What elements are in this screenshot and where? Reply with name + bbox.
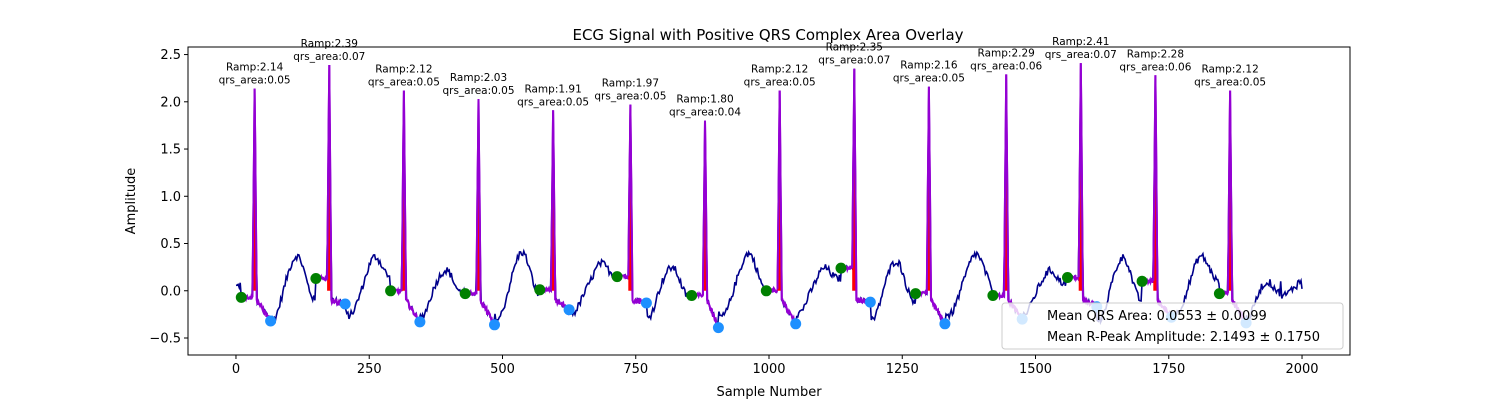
qrs-onset-marker-14 — [1213, 288, 1225, 300]
qrs-onset-marker-8 — [760, 285, 772, 297]
r-peak-amplitude-label-6: Ramp:1.97 — [602, 78, 659, 90]
qrs-area-label-4: qrs_area:0.05 — [442, 85, 514, 97]
qrs-onset-marker-4 — [459, 288, 471, 300]
qrs-area-label-13: qrs_area:0.06 — [1119, 61, 1191, 73]
x-axis: 0 250 500 750 1000 1250 1500 1750 2000 — [232, 355, 1319, 377]
legend: Mean QRS Area: 0.0553 ± 0.0099 Mean R-Pe… — [1001, 302, 1344, 350]
r-peak-amplitude-label-1: Ramp:2.14 — [226, 62, 284, 74]
y-tick-label: 0.0 — [160, 284, 181, 299]
r-peak-amplitude-label-12: Ramp:2.41 — [1052, 36, 1109, 48]
chart-title: ECG Signal with Positive QRS Complex Are… — [572, 26, 963, 44]
x-tick-label: 500 — [490, 362, 515, 377]
r-peak-amplitude-label-7: Ramp:1.80 — [676, 94, 733, 106]
r-peak-line-2 — [326, 64, 333, 301]
x-tick-label: 1000 — [752, 362, 785, 377]
x-tick-label: 2000 — [1285, 362, 1318, 377]
qrs-area-label-5: qrs_area:0.05 — [517, 96, 589, 108]
r-peak-amplitude-label-9: Ramp:2.35 — [826, 42, 883, 54]
qrs-area-label-9: qrs_area:0.07 — [818, 55, 890, 67]
qrs-onset-marker-13 — [1136, 275, 1148, 287]
r-peak-amplitude-label-11: Ramp:2.29 — [978, 47, 1035, 59]
r-peak-amplitude-label-10: Ramp:2.16 — [900, 60, 958, 72]
qrs-onset-marker-9 — [835, 262, 847, 274]
qrs-offset-marker-4 — [489, 319, 500, 331]
r-peak-line-3 — [400, 90, 407, 301]
qrs-area-label-11: qrs_area:0.06 — [970, 60, 1042, 72]
qrs-offset-marker-2 — [339, 298, 351, 310]
legend-entry-mean-r-peak: Mean R-Peak Amplitude: 2.1493 ± 0.1750 — [1047, 330, 1320, 345]
r-peak-amplitude-label-3: Ramp:2.12 — [375, 64, 432, 76]
x-axis-label: Sample Number — [716, 385, 822, 400]
qrs-offset-marker-9 — [864, 296, 876, 308]
legend-box — [1001, 302, 1344, 350]
y-tick-label: 0.5 — [160, 237, 181, 252]
r-peak-amplitude-label-8: Ramp:2.12 — [751, 64, 808, 76]
qrs-offset-marker-5 — [563, 304, 575, 316]
r-peak-line-6 — [627, 104, 634, 301]
y-axis: −0.5 0.0 0.5 1.0 1.5 2.0 2.5 — [149, 48, 188, 346]
r-peak-line-12 — [1077, 63, 1084, 301]
x-tick-label: 750 — [623, 362, 648, 377]
x-tick-label: 0 — [232, 362, 240, 377]
qrs-offset-marker-7 — [712, 322, 724, 334]
qrs-onset-marker-10 — [910, 288, 922, 300]
qrs-area-label-14: qrs_area:0.05 — [1194, 77, 1266, 89]
qrs-area-label-1: qrs_area:0.05 — [219, 75, 291, 87]
r-peak-line-14 — [1226, 90, 1234, 301]
qrs-onset-marker-3 — [385, 285, 397, 297]
qrs-area-label-2: qrs_area:0.07 — [293, 51, 365, 63]
qrs-onset-marker-6 — [611, 271, 623, 283]
y-tick-label: −0.5 — [149, 331, 181, 346]
qrs-area-label-7: qrs_area:0.04 — [669, 107, 741, 119]
qrs-area-label-8: qrs_area:0.05 — [744, 77, 816, 89]
qrs-offset-marker-6 — [640, 297, 652, 309]
plot-area — [235, 63, 1303, 334]
qrs-onset-marker-11 — [987, 290, 999, 301]
r-peak-line-1 — [251, 88, 258, 301]
qrs-onset-marker-1 — [235, 291, 247, 303]
r-peak-amplitude-label-2: Ramp:2.39 — [301, 38, 358, 50]
r-peak-line-10 — [925, 86, 932, 301]
r-peak-amplitude-label-14: Ramp:2.12 — [1201, 64, 1258, 76]
legend-entry-mean-qrs-area: Mean QRS Area: 0.0553 ± 0.0099 — [1047, 309, 1267, 324]
r-peak-line-11 — [1003, 74, 1010, 301]
qrs-offset-marker-3 — [414, 316, 426, 328]
qrs-onset-marker-7 — [686, 290, 698, 301]
x-tick-label: 1500 — [1019, 362, 1052, 377]
r-peak-amplitude-label-5: Ramp:1.91 — [524, 83, 581, 95]
x-tick-label: 1250 — [886, 362, 919, 377]
y-tick-label: 1.0 — [160, 190, 181, 205]
r-peak-amplitude-label-4: Ramp:2.03 — [450, 72, 507, 84]
y-tick-label: 1.5 — [160, 143, 181, 158]
r-peak-line-5 — [550, 110, 557, 301]
peak-annotations: Ramp:2.14qrs_area:0.05Ramp:2.39qrs_area:… — [219, 36, 1267, 119]
qrs-offset-marker-1 — [265, 315, 277, 327]
qrs-onset-marker-5 — [534, 284, 546, 296]
qrs-onset-marker-2 — [310, 273, 322, 284]
y-axis-label: Amplitude — [124, 168, 139, 235]
qrs-offset-marker-8 — [790, 318, 802, 330]
x-tick-label: 250 — [357, 362, 382, 377]
qrs-area-label-3: qrs_area:0.05 — [368, 77, 440, 89]
qrs-area-label-12: qrs_area:0.07 — [1045, 49, 1117, 61]
r-peak-line-4 — [475, 98, 482, 301]
r-peak-line-9 — [851, 68, 858, 301]
x-tick-label: 1750 — [1152, 362, 1185, 377]
r-peak-line-13 — [1152, 75, 1159, 301]
r-peak-amplitude-label-13: Ramp:2.28 — [1127, 48, 1184, 60]
r-peak-line-8 — [776, 90, 783, 301]
qrs-area-label-6: qrs_area:0.05 — [594, 91, 666, 103]
r-peak-line-7 — [701, 120, 709, 301]
qrs-offset-marker-10 — [939, 318, 951, 330]
qrs-onset-marker-12 — [1062, 272, 1073, 283]
y-tick-label: 2.0 — [160, 95, 181, 110]
y-tick-label: 2.5 — [160, 48, 181, 63]
qrs-area-label-10: qrs_area:0.05 — [893, 73, 965, 85]
